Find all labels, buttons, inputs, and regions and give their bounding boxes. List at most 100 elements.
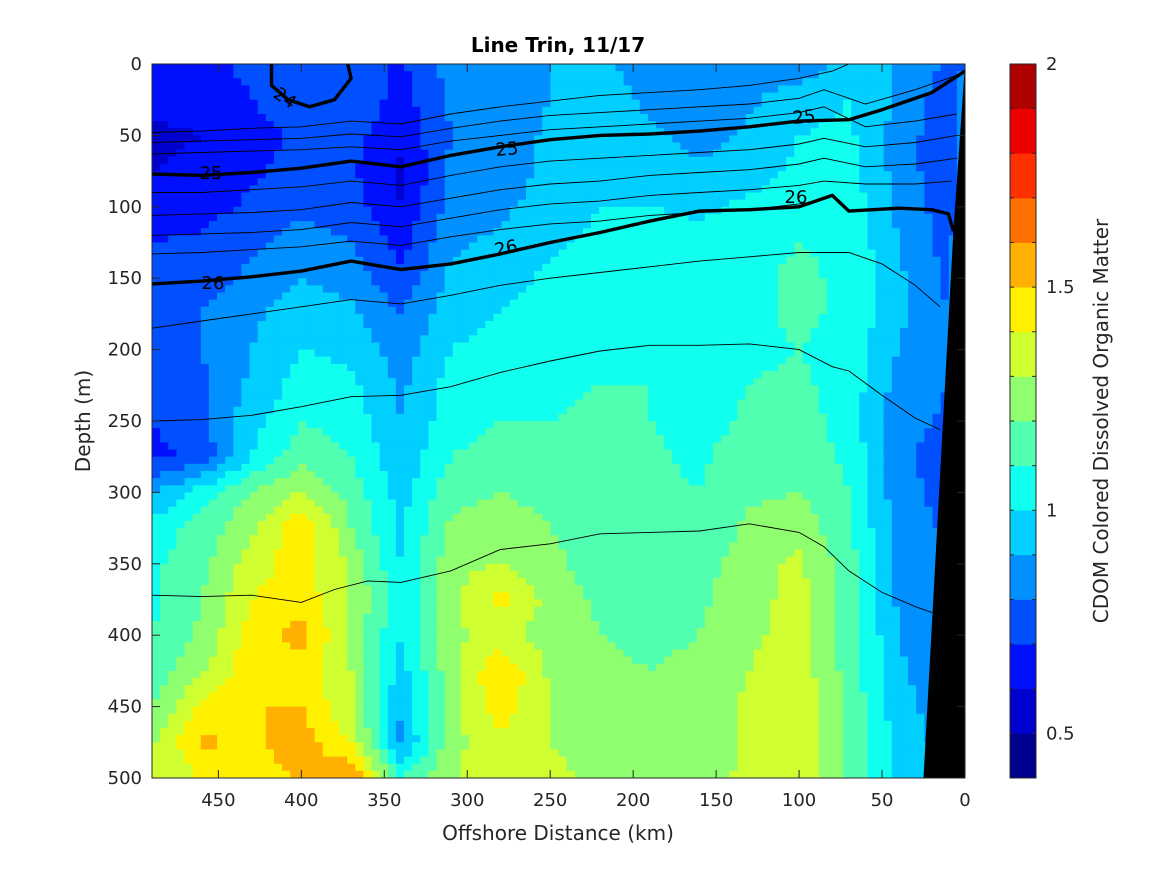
heatmap-cell: [753, 413, 763, 422]
heatmap-cell: [599, 278, 608, 286]
heatmap-cell: [534, 271, 543, 279]
heatmap-cell: [534, 349, 543, 358]
heatmap-cell: [794, 142, 803, 151]
heatmap-cell: [883, 271, 893, 279]
heatmap-cell: [509, 228, 519, 236]
heatmap-cell: [217, 271, 226, 279]
heatmap-cell: [940, 113, 950, 122]
heatmap-cell: [477, 64, 486, 72]
heatmap-cell: [810, 106, 820, 115]
heatmap-cell: [826, 342, 836, 351]
heatmap-cell: [184, 399, 194, 408]
heatmap-cell: [859, 321, 869, 329]
heatmap-cell: [867, 92, 877, 101]
heatmap-cell: [298, 385, 308, 394]
heatmap-cell: [558, 278, 568, 286]
heatmap-cell: [615, 371, 625, 379]
heatmap-cell: [623, 85, 633, 94]
heatmap-cell: [940, 278, 950, 286]
heatmap-cell: [290, 313, 299, 322]
heatmap-cell: [696, 385, 706, 394]
heatmap-cell: [534, 356, 543, 365]
heatmap-cell: [493, 71, 503, 79]
heatmap-cell: [566, 213, 576, 222]
heatmap-cell: [566, 335, 576, 344]
heatmap-cell: [631, 385, 641, 394]
heatmap-cell: [469, 85, 478, 94]
heatmap-cell: [428, 378, 438, 386]
heatmap-cell: [534, 292, 543, 301]
heatmap-cell: [851, 163, 860, 172]
heatmap-cell: [265, 356, 275, 365]
heatmap-cell: [208, 185, 218, 194]
heatmap-cell: [363, 278, 373, 286]
heatmap-cell: [810, 363, 820, 372]
heatmap-cell: [338, 92, 348, 101]
heatmap-cell: [338, 328, 348, 336]
heatmap-cell: [696, 185, 706, 194]
heatmap-cell: [420, 313, 430, 322]
heatmap-cell: [639, 356, 649, 365]
heatmap-cell: [916, 142, 925, 151]
heatmap-cell: [891, 263, 901, 272]
heatmap-cell: [265, 349, 275, 358]
heatmap-cell: [574, 342, 584, 351]
heatmap-cell: [517, 142, 527, 151]
heatmap-cell: [672, 163, 682, 172]
heatmap-cell: [916, 199, 925, 208]
heatmap-cell: [908, 406, 917, 415]
heatmap-cell: [290, 192, 299, 201]
heatmap-cell: [298, 71, 308, 79]
heatmap-cell: [607, 313, 617, 322]
heatmap-cell: [428, 399, 438, 408]
heatmap-cell: [542, 71, 551, 79]
heatmap-cell: [664, 249, 673, 258]
heatmap-cell: [582, 71, 592, 79]
heatmap-cell: [940, 64, 950, 72]
heatmap-cell: [168, 349, 177, 358]
heatmap-cell: [851, 178, 860, 186]
heatmap-cell: [794, 171, 803, 179]
heatmap-cell: [851, 256, 860, 265]
heatmap-cell: [786, 178, 795, 186]
heatmap-cell: [542, 142, 551, 151]
heatmap-cell: [778, 285, 787, 294]
heatmap-cell: [176, 399, 186, 408]
heatmap-cell: [948, 178, 958, 186]
heatmap-cell: [591, 263, 600, 272]
heatmap-cell: [639, 271, 649, 279]
heatmap-cell: [412, 392, 421, 401]
heatmap-cell: [428, 256, 438, 265]
heatmap-cell: [664, 271, 673, 279]
heatmap-cell: [347, 328, 356, 336]
heatmap-cell: [330, 356, 340, 365]
heatmap-cell: [428, 121, 438, 129]
heatmap-cell: [517, 78, 527, 87]
heatmap-cell: [786, 99, 795, 108]
heatmap-cell: [176, 321, 186, 329]
heatmap-cell: [843, 249, 852, 258]
heatmap-cell: [420, 228, 430, 236]
heatmap-cell: [647, 242, 657, 251]
heatmap-cell: [891, 71, 901, 79]
heatmap-cell: [208, 392, 218, 401]
heatmap-cell: [948, 106, 958, 115]
heatmap-cell: [192, 371, 202, 379]
heatmap-cell: [208, 149, 218, 158]
heatmap-cell: [233, 378, 243, 386]
heatmap-cell: [810, 85, 820, 94]
heatmap-cell: [802, 178, 812, 186]
heatmap-cell: [696, 235, 706, 244]
heatmap-cell: [176, 163, 186, 172]
heatmap-cell: [672, 242, 682, 251]
heatmap-cell: [420, 342, 430, 351]
heatmap-cell: [371, 242, 381, 251]
heatmap-cell: [168, 271, 177, 279]
heatmap-cell: [436, 313, 446, 322]
heatmap-cell: [761, 342, 771, 351]
heatmap-cell: [672, 235, 682, 244]
heatmap-cell: [859, 249, 869, 258]
heatmap-cell: [225, 263, 234, 272]
heatmap-cell: [656, 335, 665, 344]
heatmap-cell: [469, 385, 478, 394]
